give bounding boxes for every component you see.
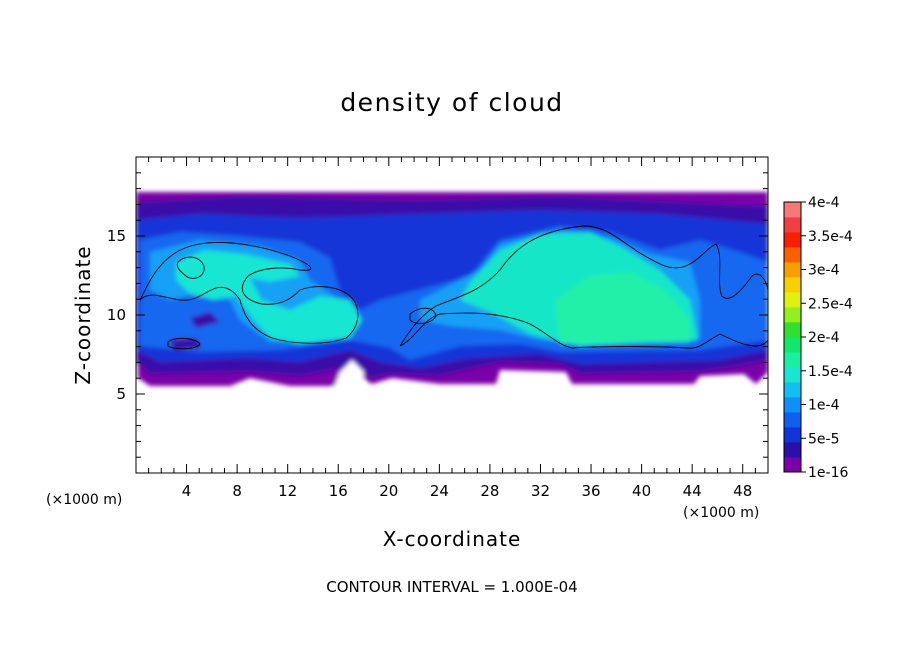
colorbar [783, 201, 806, 473]
z-unit-label: (×1000 m) [46, 492, 122, 508]
colorbar-label: 2.5e-4 [808, 296, 853, 312]
y-axis-label: Z-coordinate [71, 245, 95, 384]
colorbar-swatch [784, 247, 801, 263]
colorbar-swatch [784, 397, 801, 413]
colorbar-swatch [784, 352, 801, 368]
x-axis-label: X-coordinate [383, 527, 522, 551]
cloud-field [136, 192, 768, 398]
x-tick-label: 16 [329, 482, 348, 500]
x-tick-labels: 4 8 12 16 20 24 28 32 36 40 44 48 [182, 482, 752, 500]
x-tick-label: 36 [581, 482, 600, 500]
colorbar-swatch [784, 262, 801, 278]
colorbar-label: 1e-16 [808, 465, 848, 481]
cloud-core-left [176, 250, 362, 344]
colorbar-swatch [784, 382, 801, 398]
y-tick-label: 5 [116, 385, 126, 403]
colorbar-swatch [784, 442, 801, 458]
plot-area [136, 157, 768, 473]
colorbar-label: 3.5e-4 [808, 229, 853, 245]
y-tick-label: 15 [107, 227, 126, 245]
colorbar-label: 3e-4 [808, 263, 840, 279]
colorbar-label: 5e-5 [808, 431, 839, 447]
x-tick-label: 24 [430, 482, 449, 500]
x-tick-label: 28 [480, 482, 499, 500]
chart-title: density of cloud [340, 88, 563, 117]
x-tick-label: 12 [278, 482, 297, 500]
cloud-core-center [555, 272, 690, 344]
colorbar-swatch [784, 322, 801, 338]
colorbar-swatch [784, 427, 801, 443]
axis-ticks [136, 157, 768, 473]
contour-line-small [176, 256, 205, 279]
colorbar-swatch [784, 217, 801, 233]
contour-line-left [139, 242, 359, 344]
x-tick-label: 20 [379, 482, 398, 500]
cloud-gap [170, 312, 220, 350]
x-tick-label: 48 [733, 482, 752, 500]
colorbar-swatch [784, 307, 801, 323]
colorbar-label: 1.5e-4 [808, 364, 853, 380]
colorbar-label: 4e-4 [808, 195, 840, 211]
contour-line-blob [167, 337, 201, 350]
x-tick-label: 40 [632, 482, 651, 500]
y-tick-labels: 5 10 15 [107, 227, 126, 403]
contour-line-right [399, 225, 768, 349]
contour-interval-note: CONTOUR INTERVAL = 1.000E-04 [326, 578, 577, 596]
colorbar-swatch [784, 367, 801, 383]
colorbar-swatch [784, 292, 801, 308]
x-tick-label: 4 [182, 482, 192, 500]
colorbar-swatch [784, 457, 801, 473]
colorbar-swatch [784, 337, 801, 353]
x-tick-label: 8 [232, 482, 242, 500]
colorbar-swatch [784, 277, 801, 293]
x-unit-label: (×1000 m) [683, 505, 759, 521]
colorbar-swatch [784, 412, 801, 428]
contour-lines [139, 225, 768, 350]
clear-gap [330, 360, 364, 398]
colorbar-swatch [784, 202, 801, 218]
y-tick-label: 10 [107, 306, 126, 324]
colorbar-swatch [784, 232, 801, 248]
colorbar-label: 1e-4 [808, 398, 840, 414]
colorbar-label: 2e-4 [808, 330, 840, 346]
colorbar-labels: 1e-16 5e-5 1e-4 1.5e-4 2e-4 2.5e-4 3e-4 3.5e-4 4… [808, 195, 853, 481]
x-tick-label: 44 [683, 482, 702, 500]
x-tick-label: 32 [531, 482, 550, 500]
contour-line-center [409, 307, 437, 324]
